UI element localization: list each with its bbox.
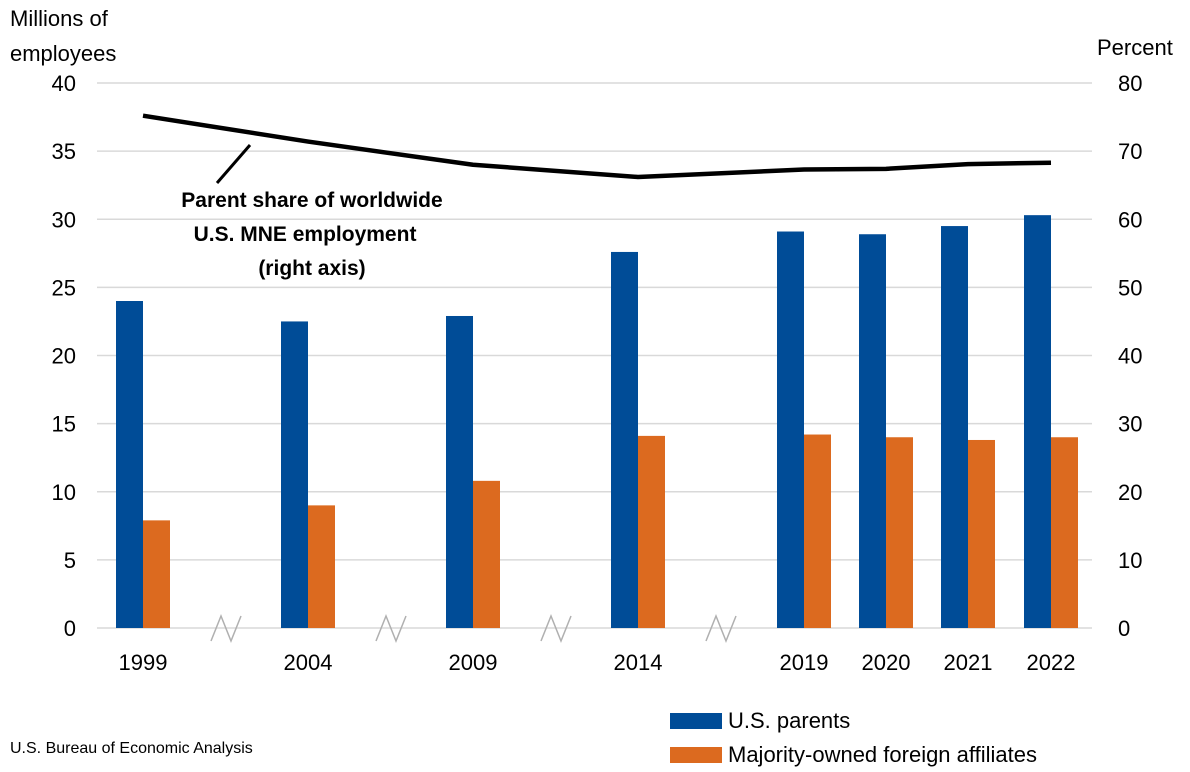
gridlines xyxy=(97,82,1092,629)
right-tick-10: 10 xyxy=(1118,548,1142,573)
bar-affiliates-2021 xyxy=(968,439,995,628)
axis-break-marker-1 xyxy=(210,613,242,644)
legend-label-affiliates: Majority-owned foreign affiliates xyxy=(728,742,1037,767)
axis-breaks xyxy=(210,613,737,644)
right-tick-30: 30 xyxy=(1118,412,1142,437)
right-tick-40: 40 xyxy=(1118,344,1142,369)
bar-parents-2021 xyxy=(941,226,968,628)
right-tick-20: 20 xyxy=(1118,480,1142,505)
bars xyxy=(116,215,1078,629)
x-tick-2022: 2022 xyxy=(1027,650,1076,675)
right-tick-60: 60 xyxy=(1118,207,1142,232)
legend-item-affiliates: Majority-owned foreign affiliates xyxy=(670,738,1037,772)
source-note: U.S. Bureau of Economic Analysis xyxy=(10,740,253,757)
right-axis-ticks: 0 10 20 30 40 50 60 70 80 xyxy=(1118,71,1142,641)
axis-break-marker-3 xyxy=(540,613,572,644)
annotation-line-3: (right axis) xyxy=(258,257,365,280)
x-tick-2019: 2019 xyxy=(780,650,829,675)
bar-parents-2022 xyxy=(1024,215,1051,628)
bar-parents-2009 xyxy=(446,315,473,628)
x-tick-2004: 2004 xyxy=(284,650,333,675)
bar-parents-2004 xyxy=(281,321,308,628)
right-tick-80: 80 xyxy=(1118,71,1142,96)
left-tick-30: 30 xyxy=(52,207,76,232)
x-tick-2014: 2014 xyxy=(614,650,663,675)
x-tick-1999: 1999 xyxy=(119,650,168,675)
axis-break-marker-2 xyxy=(375,613,407,644)
share-line-path xyxy=(142,113,1052,180)
left-axis-label-line-2: employees xyxy=(10,41,116,66)
left-axis-ticks: 0 5 10 15 20 25 30 35 40 xyxy=(52,71,76,641)
bar-affiliates-2014 xyxy=(638,435,665,628)
x-tick-2021: 2021 xyxy=(944,650,993,675)
bar-parents-2020 xyxy=(859,234,886,629)
bar-parents-2014 xyxy=(611,251,638,628)
legend-item-parents: U.S. parents xyxy=(670,704,1037,738)
right-tick-50: 50 xyxy=(1118,275,1142,300)
share-line xyxy=(142,113,1052,180)
bar-affiliates-2022 xyxy=(1051,437,1078,628)
x-tick-2020: 2020 xyxy=(862,650,911,675)
left-tick-40: 40 xyxy=(52,71,76,96)
bar-affiliates-2009 xyxy=(473,480,500,628)
bar-affiliates-2004 xyxy=(308,505,335,628)
bar-affiliates-1999 xyxy=(143,520,170,628)
left-tick-25: 25 xyxy=(52,275,76,300)
left-tick-0: 0 xyxy=(64,616,76,641)
right-axis-label: Percent xyxy=(1097,35,1173,60)
left-tick-15: 15 xyxy=(52,412,76,437)
left-tick-35: 35 xyxy=(52,139,76,164)
axis-break-marker-4 xyxy=(705,613,737,644)
annotation-leader-line xyxy=(215,144,252,184)
bar-affiliates-2020 xyxy=(886,437,913,628)
x-axis-ticks: 1999 2004 2009 2014 2019 2020 2021 2022 xyxy=(119,650,1076,675)
annotation-line-2: U.S. MNE employment xyxy=(194,223,417,246)
left-tick-20: 20 xyxy=(52,344,76,369)
annotation-line-1: Parent share of worldwide xyxy=(181,189,442,212)
right-tick-70: 70 xyxy=(1118,139,1142,164)
legend-swatch-parents xyxy=(670,713,722,729)
legend-label-parents: U.S. parents xyxy=(728,708,851,733)
left-tick-10: 10 xyxy=(52,480,76,505)
bar-parents-1999 xyxy=(116,301,143,628)
legend-swatch-affiliates xyxy=(670,747,722,763)
bar-affiliates-2019 xyxy=(804,434,831,628)
bar-parents-2019 xyxy=(777,231,804,628)
left-axis-label-line-1: Millions of xyxy=(10,6,109,31)
x-tick-2009: 2009 xyxy=(449,650,498,675)
right-tick-0: 0 xyxy=(1118,616,1130,641)
left-tick-5: 5 xyxy=(64,548,76,573)
legend: U.S. parents Majority-owned foreign affi… xyxy=(670,704,1037,772)
